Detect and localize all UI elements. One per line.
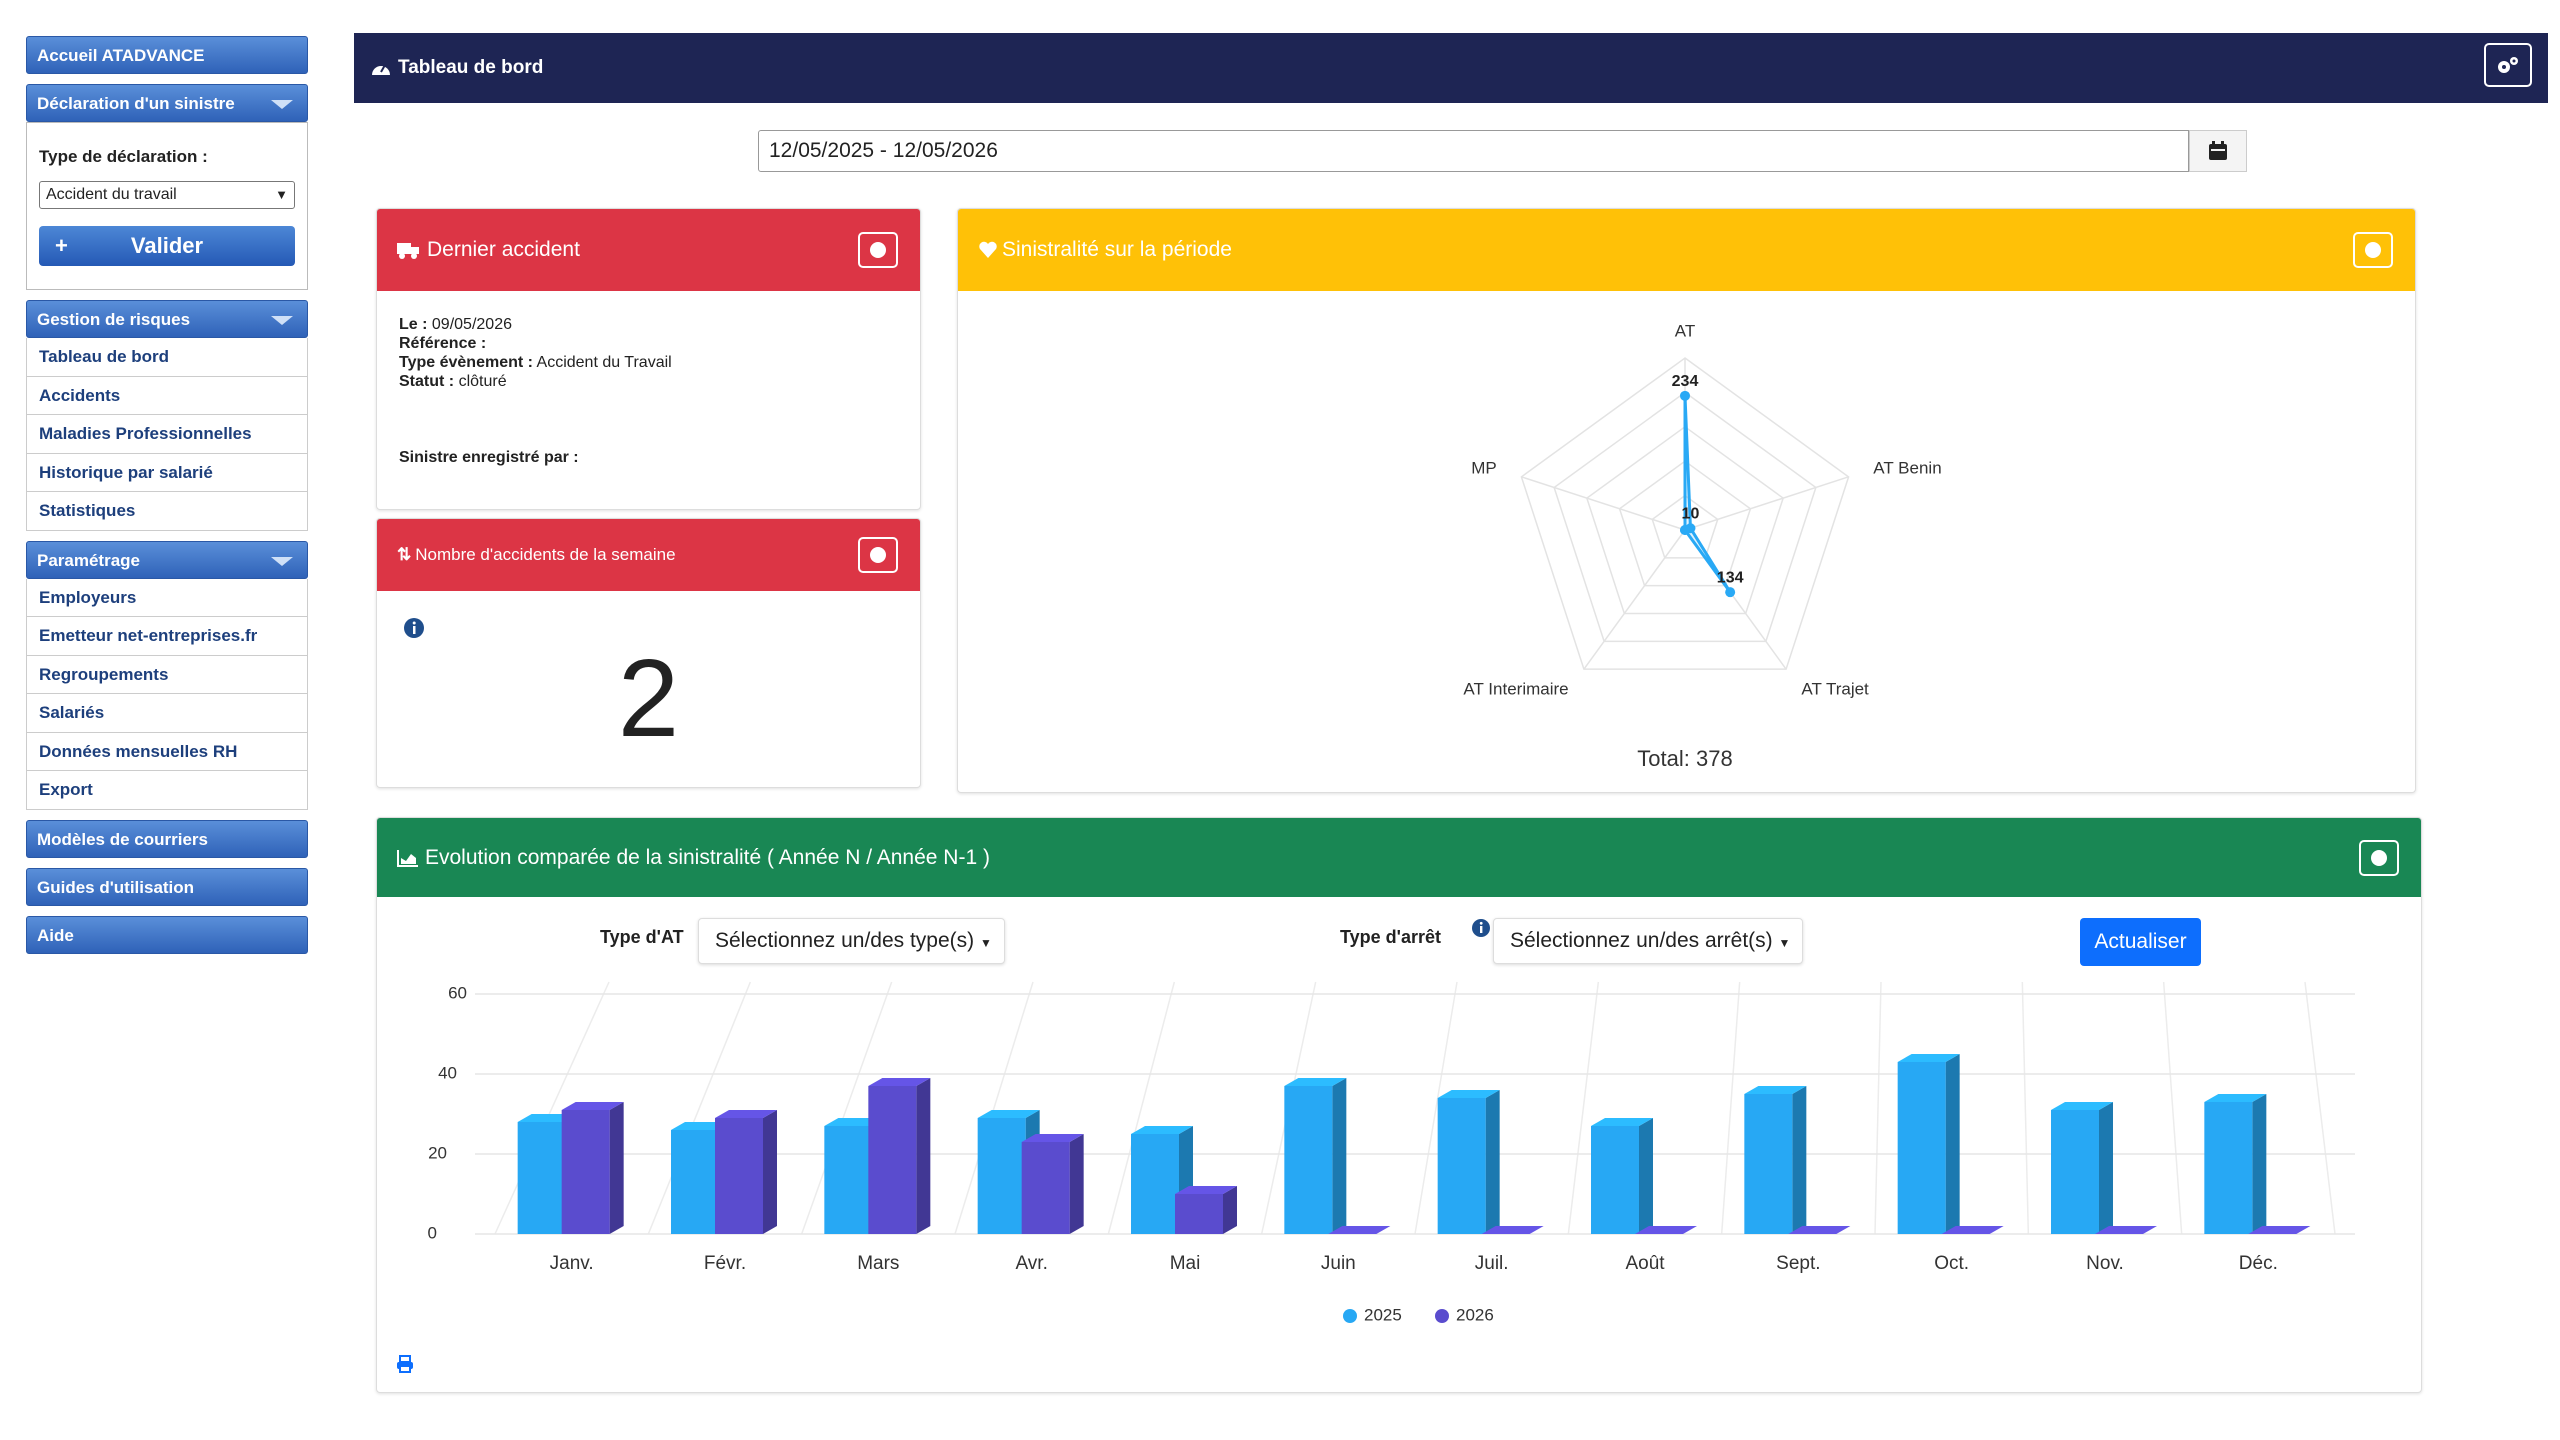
- card-header: Dernier accident: [377, 209, 920, 291]
- field-row: Référence :: [399, 334, 898, 353]
- menu-link[interactable]: Tableau de bord: [26, 338, 308, 377]
- field-row: Type évènement : Accident du Travail: [399, 353, 898, 372]
- field-label: Statut :: [399, 373, 455, 390]
- refresh-button[interactable]: Actualiser: [2080, 918, 2201, 966]
- type-at-select[interactable]: Sélectionnez un/des type(s) ▼: [698, 918, 1005, 964]
- settings-icon: [2498, 57, 2518, 73]
- radar-card: Sinistralité sur la période: [957, 208, 2416, 793]
- menu-item[interactable]: Guides d'utilisation: [26, 867, 308, 906]
- select-value: Sélectionnez un/des type(s): [715, 929, 975, 952]
- accident-details: Le : 09/05/2026 Référence : Type évènement…: [377, 291, 920, 391]
- menu-link[interactable]: Historique par salarié: [26, 453, 308, 492]
- menu-bottom: Modèles de courriers Guides d'utilisation…: [26, 819, 308, 964]
- menu-link[interactable]: Statistiques: [26, 492, 308, 531]
- spacer: [26, 906, 308, 916]
- week-card: ⇅ Nombre d'accidents de la semaine 2: [376, 518, 921, 788]
- print-icon[interactable]: [396, 1355, 414, 1373]
- card-title: Sinistralité sur la période: [1002, 238, 1232, 261]
- week-count: 2: [617, 637, 680, 760]
- settings-button[interactable]: [2484, 43, 2532, 87]
- truck-icon: [397, 243, 419, 259]
- card-header: Sinistralité sur la période: [958, 209, 2415, 291]
- menu-home[interactable]: Accueil ATADVANCE: [26, 36, 308, 74]
- collapse-button[interactable]: [2353, 232, 2393, 268]
- menu-section[interactable]: Paramétrage: [26, 540, 308, 579]
- spacer: [26, 531, 308, 541]
- last-accident-card: Dernier accident Le : 09/05/2026 Référenc…: [376, 208, 921, 510]
- button-label: Valider: [130, 233, 204, 258]
- sidebar: Accueil ATADVANCE Déclaration d'un sinis…: [26, 36, 308, 964]
- menu-item[interactable]: Modèles de courriers: [26, 819, 308, 858]
- field-row: Statut : clôturé: [399, 372, 898, 391]
- menu-declaration[interactable]: Déclaration d'un sinistre: [26, 84, 308, 122]
- chart-icon: [397, 849, 418, 867]
- calendar-icon: [2209, 141, 2227, 160]
- declaration-select[interactable]: Accident du travail ▼: [39, 181, 295, 209]
- button-icon: +: [55, 233, 68, 258]
- menu-item[interactable]: Aide: [26, 915, 308, 954]
- menu-link[interactable]: Accidents: [26, 376, 308, 415]
- card-header: Evolution comparée de la sinistralité ( …: [377, 818, 2421, 897]
- menu-link[interactable]: Employeurs: [26, 578, 308, 617]
- spacer: [26, 858, 308, 868]
- field-value: Accident du Travail: [536, 354, 672, 371]
- menu-title: Déclaration d'un sinistre: [37, 94, 235, 113]
- card-title: Nombre d'accidents de la semaine: [415, 545, 676, 564]
- evolution-card: Evolution comparée de la sinistralité ( …: [376, 817, 2422, 1393]
- date-range-input[interactable]: 12/05/2025 - 12/05/2026: [758, 130, 2189, 172]
- field-label: Référence :: [399, 335, 487, 352]
- menu-caret: [271, 556, 293, 566]
- select-value: Sélectionnez un/des arrêt(s): [1510, 929, 1773, 952]
- field-label: Le :: [399, 316, 428, 333]
- card-title: Evolution comparée de la sinistralité ( …: [425, 845, 990, 869]
- spacer: [26, 810, 308, 820]
- recorded-by: Sinistre enregistré par :: [399, 449, 579, 466]
- calendar-button[interactable]: [2189, 130, 2247, 172]
- declaration-panel: Type de déclaration : Accident du travai…: [26, 122, 308, 290]
- menu-link[interactable]: Données mensuelles RH: [26, 732, 308, 771]
- menu-link[interactable]: Emetteur net-entreprises.fr: [26, 617, 308, 656]
- collapse-button[interactable]: [858, 232, 898, 268]
- info-icon: [1472, 919, 1490, 937]
- card-header: ⇅ Nombre d'accidents de la semaine: [377, 519, 920, 591]
- filter-label: Type d'AT: [600, 927, 684, 947]
- field-value: clôturé: [458, 373, 507, 390]
- menu-section[interactable]: Gestion de risques: [26, 300, 308, 338]
- menu-caret: [271, 316, 293, 325]
- header-title: Tableau de bord: [398, 57, 544, 78]
- header: Tableau de bord: [354, 33, 2548, 103]
- card-title: Dernier accident: [427, 238, 580, 261]
- field-row: Le : 09/05/2026: [399, 315, 898, 334]
- collapse-button[interactable]: [858, 537, 898, 573]
- menu-sections: Gestion de risques Tableau de bord Acciden…: [26, 300, 308, 820]
- field-value: 09/05/2026: [431, 316, 512, 333]
- type-arret-select[interactable]: Sélectionnez un/des arrêt(s) ▼: [1493, 918, 1803, 964]
- menu-link[interactable]: Export: [26, 771, 308, 810]
- menu-link[interactable]: Maladies Professionnelles: [26, 415, 308, 454]
- date-range: 12/05/2025 - 12/05/2026: [769, 139, 998, 162]
- spacer: [26, 954, 308, 964]
- field-label: Type évènement :: [399, 354, 533, 371]
- validate-button[interactable]: + Valider: [39, 226, 295, 266]
- menu-title: Gestion de risques: [37, 310, 191, 329]
- filter-label: Type d'arrêt: [1340, 927, 1441, 947]
- select-value: Accident du travail: [46, 186, 177, 203]
- field-label: Type de déclaration :: [39, 147, 208, 166]
- dashboard-icon: [372, 64, 390, 75]
- info-icon: [404, 618, 424, 638]
- heart-icon: [979, 241, 997, 258]
- collapse-button[interactable]: [2359, 839, 2399, 876]
- menu-link[interactable]: Regroupements: [26, 655, 308, 694]
- menu-title: Paramétrage: [37, 550, 141, 570]
- menu-link[interactable]: Salariés: [26, 694, 308, 733]
